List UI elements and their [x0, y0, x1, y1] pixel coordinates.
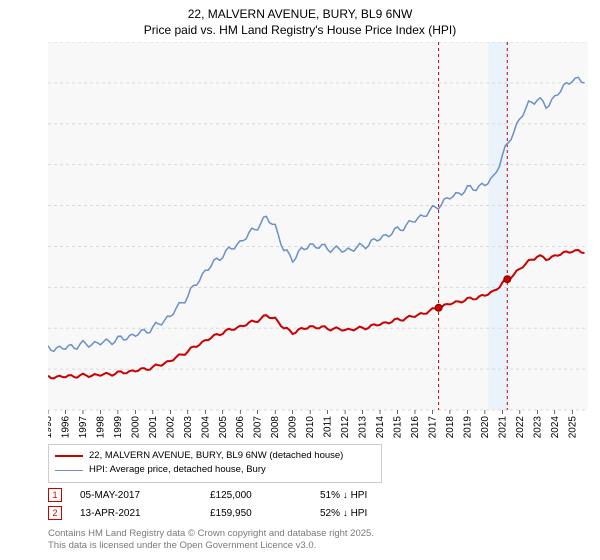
legend: 22, MALVERN AVENUE, BURY, BL9 6NW (detac…	[48, 444, 382, 483]
svg-text:2023: 2023	[532, 416, 543, 439]
svg-text:2021: 2021	[497, 416, 508, 439]
svg-text:2014: 2014	[375, 416, 386, 439]
svg-text:2007: 2007	[253, 416, 264, 439]
sale-diff-1: 51% ↓ HPI	[320, 490, 367, 501]
sale-diff-2: 52% ↓ HPI	[320, 508, 367, 519]
svg-text:1995: 1995	[48, 416, 54, 439]
sale-date-2: 13-APR-2021	[80, 508, 210, 519]
legend-item-2: HPI: Average price, detached house, Bury	[55, 463, 375, 477]
svg-text:2011: 2011	[323, 416, 334, 438]
sale-row-2: 2 13-APR-2021 £159,950 52% ↓ HPI	[48, 504, 367, 522]
sales-table: 1 05-MAY-2017 £125,000 51% ↓ HPI 2 13-AP…	[48, 486, 367, 522]
footer-line2: This data is licensed under the Open Gov…	[48, 540, 374, 552]
svg-text:2016: 2016	[410, 416, 421, 439]
svg-text:1999: 1999	[113, 416, 124, 439]
svg-text:2020: 2020	[480, 416, 491, 439]
sale-marker-1: 1	[48, 488, 62, 502]
chart-svg: £0£50K£100K£150K£200K£250K£300K£350K£400…	[48, 42, 588, 442]
svg-text:1997: 1997	[78, 416, 89, 439]
sale-row-1: 1 05-MAY-2017 £125,000 51% ↓ HPI	[48, 486, 367, 504]
sale-price-2: £159,950	[210, 508, 320, 519]
svg-text:2013: 2013	[358, 416, 369, 439]
svg-text:2004: 2004	[200, 416, 211, 439]
svg-text:2015: 2015	[393, 416, 404, 439]
svg-text:1996: 1996	[60, 416, 71, 439]
svg-text:2022: 2022	[515, 416, 526, 439]
svg-text:1998: 1998	[95, 416, 106, 439]
svg-text:2017: 2017	[427, 416, 438, 439]
legend-swatch-2	[55, 470, 83, 471]
svg-text:2002: 2002	[165, 416, 176, 439]
svg-text:2006: 2006	[235, 416, 246, 439]
svg-text:2012: 2012	[340, 416, 351, 439]
title-line1: 22, MALVERN AVENUE, BURY, BL9 6NW	[0, 6, 600, 22]
svg-text:2005: 2005	[218, 416, 229, 439]
svg-text:2009: 2009	[288, 416, 299, 439]
chart-container: 22, MALVERN AVENUE, BURY, BL9 6NW Price …	[0, 0, 600, 560]
legend-label-1: 22, MALVERN AVENUE, BURY, BL9 6NW (detac…	[89, 449, 343, 463]
svg-text:2019: 2019	[462, 416, 473, 439]
legend-swatch-1	[55, 455, 83, 457]
sale-date-1: 05-MAY-2017	[80, 490, 210, 501]
svg-text:2001: 2001	[148, 416, 159, 439]
chart-area: £0£50K£100K£150K£200K£250K£300K£350K£400…	[48, 42, 588, 410]
svg-text:2018: 2018	[445, 416, 456, 439]
svg-text:2003: 2003	[183, 416, 194, 439]
legend-item-1: 22, MALVERN AVENUE, BURY, BL9 6NW (detac…	[55, 449, 375, 463]
svg-text:2010: 2010	[305, 416, 316, 439]
sale-price-1: £125,000	[210, 490, 320, 501]
footer: Contains HM Land Registry data © Crown c…	[48, 528, 374, 553]
footer-line1: Contains HM Land Registry data © Crown c…	[48, 528, 374, 540]
sale-marker-2: 2	[48, 506, 62, 520]
svg-text:2000: 2000	[130, 416, 141, 439]
svg-text:2024: 2024	[550, 416, 561, 439]
svg-text:2025: 2025	[567, 416, 578, 439]
legend-label-2: HPI: Average price, detached house, Bury	[89, 463, 266, 477]
title-line2: Price paid vs. HM Land Registry's House …	[0, 22, 600, 38]
title-block: 22, MALVERN AVENUE, BURY, BL9 6NW Price …	[0, 0, 600, 38]
svg-text:2008: 2008	[270, 416, 281, 439]
